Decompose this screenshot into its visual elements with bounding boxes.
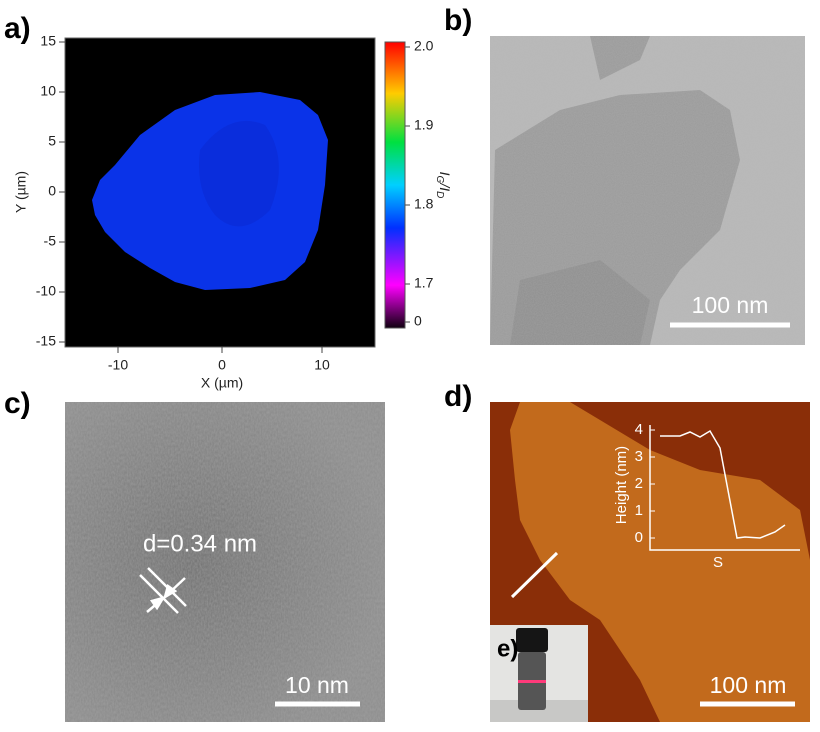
panel-label: d) <box>444 380 472 413</box>
colorbar-label-part: G <box>434 176 445 184</box>
colorbar-tick-label: 1.9 <box>414 117 434 133</box>
panel-label: e) <box>497 635 518 662</box>
colorbar-label: IG/ID <box>434 172 453 199</box>
y-tick-label: -15 <box>36 333 56 349</box>
colorbar-tick-label: 0 <box>414 313 422 329</box>
inset-y-tick-label: 4 <box>635 421 643 438</box>
scale-bar-label: 100 nm <box>692 292 769 318</box>
y-tick-label: 10 <box>40 83 56 99</box>
colorbar-tick-label: 1.8 <box>414 196 434 212</box>
colorbar <box>384 41 406 329</box>
panel-label: c) <box>4 387 31 420</box>
y-axis-label: Y (µm) <box>13 171 29 213</box>
x-tick-label: -10 <box>108 357 128 373</box>
map-axes: -10 0 10 15 10 5 0 -5 -10 -15 2.0 1.9 1.8 1.7 0 <box>36 33 434 373</box>
x-tick-label: 10 <box>314 357 330 373</box>
x-axis-label: X (µm) <box>201 375 243 391</box>
scale-bar-label: 10 nm <box>285 672 349 698</box>
lattice-annotation: d=0.34 nm <box>143 530 257 557</box>
y-tick-label: 0 <box>48 183 56 199</box>
inset-y-tick-label: 3 <box>635 448 643 465</box>
inset-y-tick-label: 2 <box>635 475 643 492</box>
x-tick-label: 0 <box>218 357 226 373</box>
inset-x-label: S <box>713 554 723 571</box>
height-profile <box>649 425 800 551</box>
inset-y-tick-label: 1 <box>635 502 643 519</box>
panel-label: b) <box>444 4 472 37</box>
flake-shade <box>199 120 279 227</box>
afm-flake <box>510 402 810 722</box>
inset-y-label: Height (nm) <box>613 446 630 524</box>
colorbar-tick-label: 1.7 <box>414 275 434 291</box>
inset-axes: 4 3 2 1 0 <box>635 421 655 546</box>
y-tick-label: 5 <box>48 133 56 149</box>
vial-laser <box>518 680 546 683</box>
profile-line <box>510 551 559 599</box>
colorbar-label-part: D <box>434 191 445 198</box>
lattice-marker <box>139 567 187 614</box>
vial-table <box>490 700 588 722</box>
colorbar-tick-label: 2.0 <box>414 38 434 54</box>
colorbar-label-part: I <box>437 172 453 176</box>
tem-texture <box>490 36 805 345</box>
colorbar-label-part: /I <box>437 182 453 191</box>
scale-bar-label: 100 nm <box>710 672 787 698</box>
y-tick-label: 15 <box>40 33 56 49</box>
vial-cap <box>516 628 548 652</box>
inset-y-tick-label: 0 <box>635 529 643 546</box>
hrtem-texture <box>65 402 385 722</box>
y-tick-label: -10 <box>36 283 56 299</box>
panel-label: a) <box>4 12 31 45</box>
y-tick-label: -5 <box>44 233 57 249</box>
